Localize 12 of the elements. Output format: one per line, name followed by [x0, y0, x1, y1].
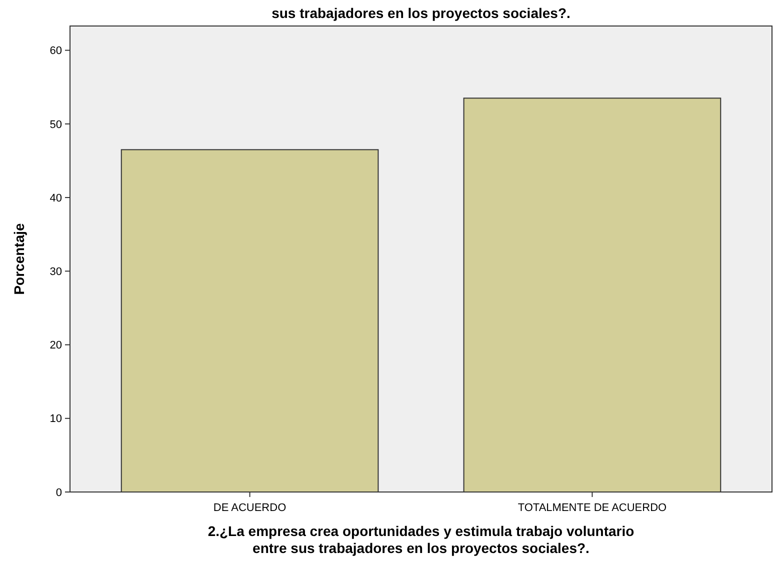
x-axis-title: 2.¿La empresa crea oportunidades y estimula trabajo voluntario entre sus trabajadores en los proyectos sociales?. [208, 523, 634, 556]
y-tick-label: 0 [56, 486, 62, 499]
y-tick-label: 20 [50, 340, 62, 352]
y-tick-label: 30 [50, 266, 62, 278]
y-axis-title: Porcentaje [11, 222, 27, 295]
y-tick-label: 50 [50, 118, 62, 131]
y-tick-label: 60 [50, 45, 62, 58]
y-tick-label: 40 [50, 192, 62, 204]
y-tick-label: 10 [50, 413, 62, 426]
x-tick-label: DE ACUERDO [213, 502, 287, 514]
x-tick-label: TOTALMENTE DE ACUERDO [518, 502, 668, 514]
chart-title: sus trabajadores en los proyectos sociales?. [272, 5, 570, 21]
